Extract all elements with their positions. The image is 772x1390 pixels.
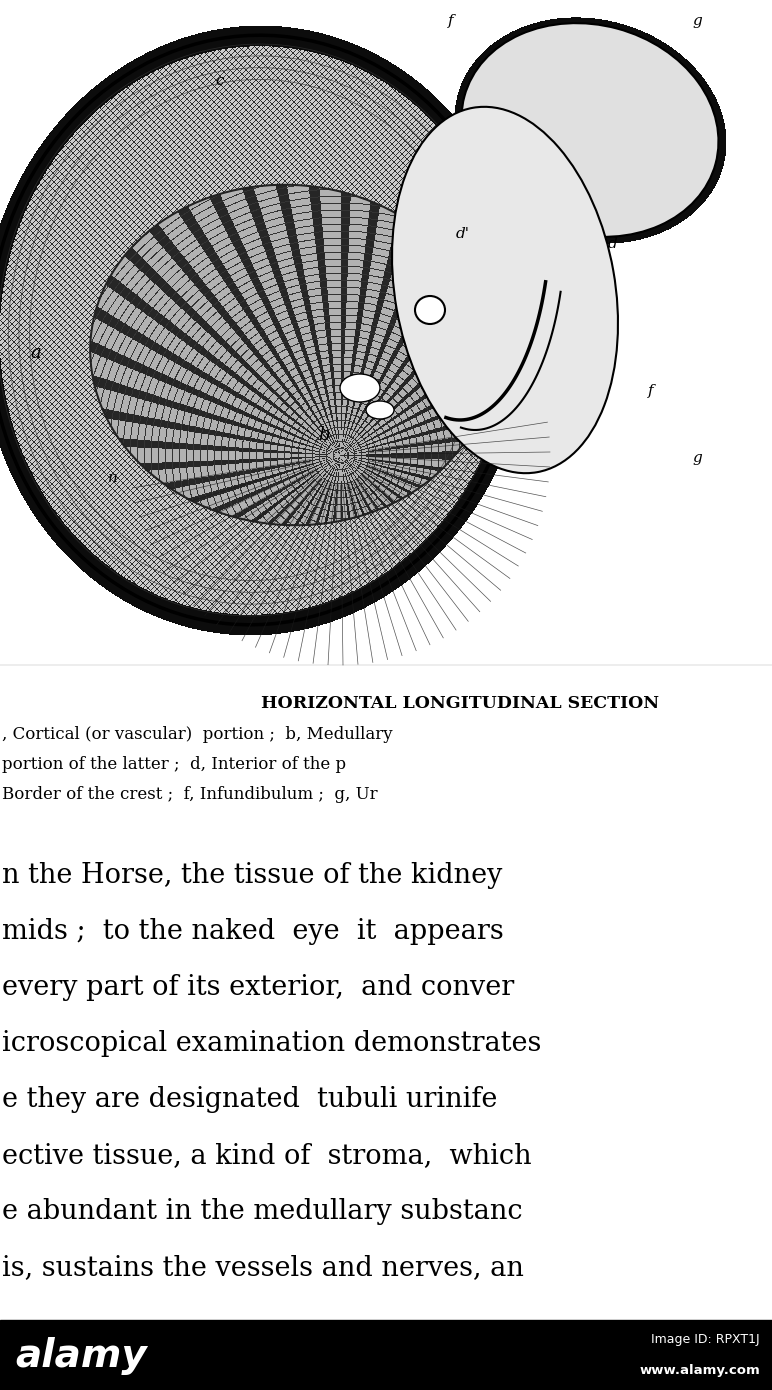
Ellipse shape (415, 296, 445, 324)
Ellipse shape (366, 400, 394, 418)
Text: g: g (692, 450, 702, 466)
Text: www.alamy.com: www.alamy.com (639, 1364, 760, 1377)
Text: icroscopical examination demonstrates: icroscopical examination demonstrates (2, 1030, 541, 1056)
Text: Border of the crest ;  f, Infundibulum ;  g, Ur: Border of the crest ; f, Infundibulum ; … (2, 785, 378, 803)
Ellipse shape (462, 24, 719, 236)
Text: d': d' (456, 227, 470, 240)
Text: e abundant in the medullary substanc: e abundant in the medullary substanc (2, 1198, 523, 1225)
Text: n the Horse, the tissue of the kidney: n the Horse, the tissue of the kidney (2, 862, 503, 890)
Bar (0, 1320, 772, 1390)
Text: mids ;  to the naked  eye  it  appears: mids ; to the naked eye it appears (2, 917, 504, 945)
Text: b: b (318, 425, 330, 443)
Text: d: d (608, 238, 618, 252)
Text: HORIZONTAL LONGITUDINAL SECTION: HORIZONTAL LONGITUDINAL SECTION (261, 695, 659, 712)
Text: Image ID: RPXT1J: Image ID: RPXT1J (652, 1333, 760, 1346)
Text: e they are designated  tubuli urinife: e they are designated tubuli urinife (2, 1086, 497, 1113)
Text: is, sustains the vessels and nerves, an: is, sustains the vessels and nerves, an (2, 1254, 524, 1282)
Text: f: f (448, 14, 454, 28)
Text: every part of its exterior,  and conver: every part of its exterior, and conver (2, 974, 514, 1001)
Text: portion of the latter ;  d, Interior of the p: portion of the latter ; d, Interior of t… (2, 756, 346, 773)
Ellipse shape (340, 374, 380, 402)
Text: , Cortical (or vascular)  portion ;  b, Medullary: , Cortical (or vascular) portion ; b, Me… (2, 726, 393, 744)
Text: a: a (30, 343, 41, 361)
Ellipse shape (392, 107, 618, 473)
Text: c: c (215, 74, 224, 88)
Text: f: f (648, 384, 654, 398)
Text: ective tissue, a kind of  stroma,  which: ective tissue, a kind of stroma, which (2, 1143, 532, 1169)
Text: n: n (108, 471, 118, 485)
Text: alamy: alamy (15, 1337, 147, 1375)
Text: g: g (692, 14, 702, 28)
